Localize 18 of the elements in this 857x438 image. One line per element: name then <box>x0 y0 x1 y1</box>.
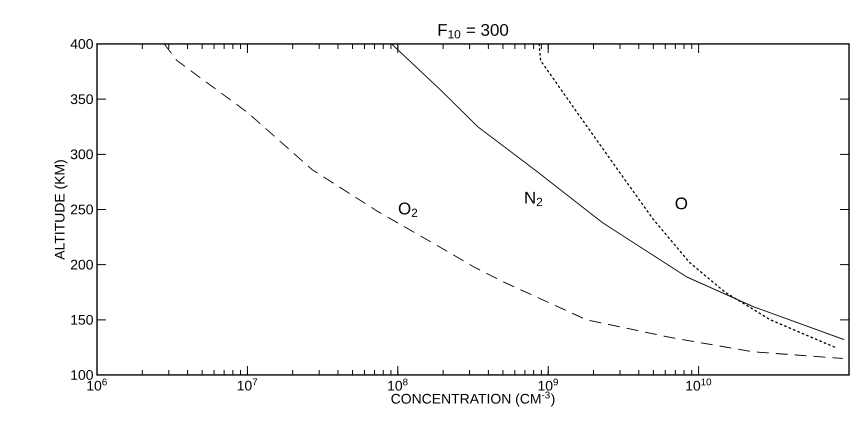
series-label: O <box>676 197 688 210</box>
y-tick-label: 400 <box>70 39 93 49</box>
x-tick-label: 10$^{6}$ <box>87 378 107 391</box>
y-tick-label: 200 <box>70 260 93 270</box>
y-tick-label: 300 <box>70 149 93 160</box>
x-tick-label: 10$^{10}$ <box>686 378 712 391</box>
x-tick-label: 10$^{9}$ <box>538 378 558 391</box>
y-tick-label: 150 <box>71 314 93 325</box>
series-label: N$_{2}$ <box>525 192 542 206</box>
y-tick-label: 350 <box>70 94 93 104</box>
y-tick-label: 250 <box>70 204 93 214</box>
x-axis-title: CONCENTRATION (CM$^{-3}$) <box>391 392 554 406</box>
x-tick-label: 10$^{8}$ <box>388 378 408 391</box>
chart-title: F$_{10}$ = 300 <box>438 24 508 38</box>
x-tick-label: 10$^{7}$ <box>238 378 258 391</box>
y-tick-label: 100 <box>71 370 93 380</box>
series-label: O$_{2}$ <box>398 202 418 217</box>
y-axis-title: ALTITUDE (KM) <box>54 160 68 260</box>
